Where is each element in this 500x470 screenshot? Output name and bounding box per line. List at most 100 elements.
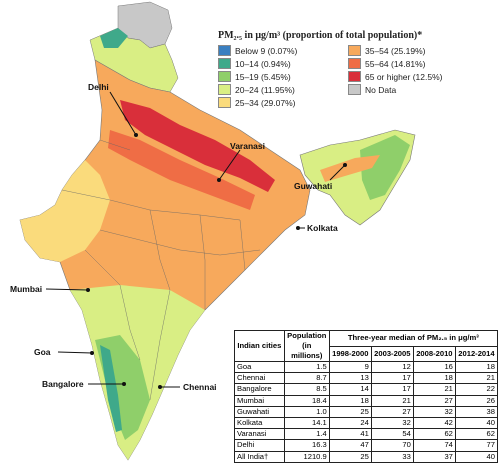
- legend-item: 35–54 (25.19%): [348, 45, 498, 56]
- city-markers: [45, 91, 346, 388]
- table-row: Bangalore 8.5 14 17 21 22: [234, 383, 499, 396]
- cell-pm25: 47: [328, 439, 372, 452]
- col-header-period: 1998-2000: [328, 345, 372, 362]
- cell-pm25: 18: [412, 372, 456, 385]
- legend-grid: Below 9 (0.07%) 35–54 (25.19%) 10–14 (0.…: [218, 45, 498, 108]
- himalaya-green: [100, 28, 128, 48]
- cell-pm25: 25: [328, 450, 372, 463]
- cell-pm25: 40: [454, 450, 499, 463]
- legend-swatch: [348, 45, 361, 56]
- legend-item: 10–14 (0.94%): [218, 58, 338, 69]
- legend-label: 15–19 (5.45%): [235, 71, 291, 82]
- col-header-period: 2008-2010: [412, 345, 456, 362]
- legend-swatch: [218, 58, 231, 69]
- cell-city: Kolkata: [234, 416, 285, 430]
- col-header-period: 2012-2014: [454, 345, 499, 362]
- cell-pm25: 21: [370, 394, 414, 407]
- city-label-kolkata: Kolkata: [307, 223, 338, 233]
- cell-pm25: 17: [370, 372, 414, 385]
- legend-item: 25–34 (29.07%): [218, 97, 338, 108]
- legend-item: No Data: [348, 84, 498, 95]
- cell-pm25: 24: [328, 416, 372, 430]
- cell-city: Delhi: [234, 439, 285, 452]
- city-pm25-table: Indian cities Population (in millions) T…: [234, 330, 499, 463]
- map-legend: PM₂.₅ in μg/m³ (proportion of total popu…: [218, 30, 498, 108]
- cell-population: 1.5: [283, 360, 330, 374]
- city-label-delhi: Delhi: [88, 82, 109, 92]
- cell-pm25: 62: [412, 428, 456, 441]
- cell-city: Goa: [234, 360, 285, 374]
- cell-pm25: 38: [454, 405, 499, 418]
- cell-population: 1.0: [283, 405, 330, 418]
- legend-swatch: [348, 84, 361, 95]
- cell-pm25: 14: [328, 383, 372, 396]
- cell-pm25: 27: [412, 394, 456, 407]
- legend-item: 20–24 (11.95%): [218, 84, 338, 95]
- cell-pm25: 22: [454, 383, 499, 396]
- cell-city: Chennai: [234, 372, 285, 385]
- city-dots: [86, 133, 347, 389]
- cell-pm25: 41: [328, 428, 372, 441]
- cell-pm25: 13: [328, 372, 372, 385]
- table-row: Varanasi 1.4 41 54 62 62: [234, 428, 499, 441]
- legend-label: No Data: [365, 84, 397, 95]
- cell-pm25: 74: [412, 439, 456, 452]
- cell-population: 8.7: [283, 372, 330, 385]
- cell-population: 16.3: [283, 439, 330, 452]
- cell-pm25: 21: [454, 372, 499, 385]
- cell-pm25: 18: [454, 360, 499, 374]
- legend-label: 10–14 (0.94%): [235, 58, 291, 69]
- northeast-green: [360, 135, 410, 200]
- cell-pm25: 16: [412, 360, 456, 374]
- state-borders: [61, 139, 261, 401]
- table-row: Delhi 16.3 47 70 74 77: [234, 439, 499, 452]
- legend-label: 65 or higher (12.5%): [365, 71, 443, 82]
- city-label-goa: Goa: [34, 347, 51, 357]
- cell-pm25: 18: [328, 394, 372, 407]
- western-ghats: [100, 345, 122, 432]
- legend-title: PM₂.₅ in μg/m³ (proportion of total popu…: [218, 30, 423, 41]
- legend-swatch: [218, 45, 231, 56]
- table-row: Guwahati 1.0 25 27 32 38: [234, 405, 499, 418]
- cell-pm25: 25: [328, 405, 372, 418]
- legend-label: 35–54 (25.19%): [365, 45, 426, 56]
- cell-population: 8.5: [283, 383, 330, 396]
- cell-pm25: 62: [454, 428, 499, 441]
- legend-swatch: [218, 84, 231, 95]
- legend-swatch: [348, 71, 361, 82]
- city-label-mumbai: Mumbai: [10, 284, 43, 294]
- cell-city: Bangalore: [234, 383, 285, 396]
- western-region: [20, 160, 110, 262]
- cell-pm25: 17: [370, 383, 414, 396]
- cell-pm25: 26: [454, 394, 499, 407]
- legend-swatch: [218, 71, 231, 82]
- table-row: Goa 1.5 9 12 16 18: [234, 360, 499, 374]
- cell-pm25: 70: [370, 439, 414, 452]
- cell-pm25: 40: [454, 416, 499, 430]
- legend-swatch: [218, 97, 231, 108]
- cell-pm25: 42: [412, 416, 456, 430]
- cell-pm25: 32: [370, 416, 414, 430]
- cell-pm25: 54: [370, 428, 414, 441]
- table-row: Mumbai 18.4 18 21 27 26: [234, 394, 499, 407]
- cell-pm25: 12: [370, 360, 414, 374]
- cell-city: All India†: [234, 450, 285, 463]
- cell-pm25: 32: [412, 405, 456, 418]
- legend-swatch: [348, 58, 361, 69]
- gangetic-hotspot: [120, 100, 275, 192]
- cell-pm25: 37: [412, 450, 456, 463]
- city-label-varanasi: Varanasi: [230, 141, 265, 151]
- cell-pm25: 21: [412, 383, 456, 396]
- col-header-population: Population (in millions): [283, 330, 330, 362]
- cell-pm25: 9: [328, 360, 372, 374]
- table-row: All India† 1210.9 25 33 37 40: [234, 450, 499, 463]
- legend-item: 55–64 (14.81%): [348, 58, 498, 69]
- legend-item: 65 or higher (12.5%): [348, 71, 498, 82]
- legend-label: 20–24 (11.95%): [235, 84, 295, 95]
- table-row: Kolkata 14.1 24 32 42 40: [234, 416, 499, 430]
- legend-item: Below 9 (0.07%): [218, 45, 338, 56]
- legend-label: 25–34 (29.07%): [235, 97, 296, 108]
- cell-pm25: 27: [370, 405, 414, 418]
- cell-pm25: 33: [370, 450, 414, 463]
